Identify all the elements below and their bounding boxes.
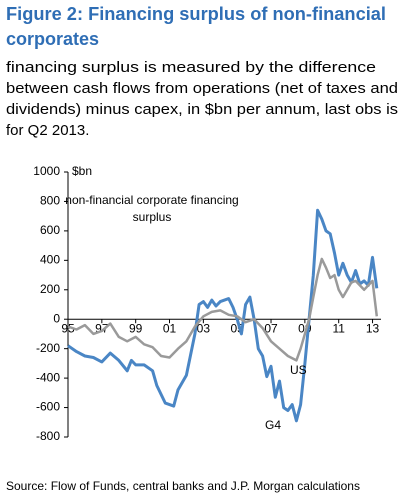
annotation: non-financial corporate financing [65,193,238,207]
y-tick-label: 400 [40,253,60,267]
y-tick-label: 200 [40,282,60,296]
series-label: G4 [265,418,281,432]
series-line [67,257,379,362]
x-tick-label: 01 [163,321,177,335]
y-tick-label: 0 [53,311,60,325]
x-tick-label: 99 [129,321,143,335]
subtitle: for Q2 2013. [6,122,89,139]
y-tick-label: -800 [36,429,60,443]
annotation: surplus [133,210,172,224]
y-tick-label: -400 [36,370,60,384]
x-tick-label: 07 [264,321,278,335]
y-tick-label: -600 [36,400,60,414]
y-unit: $bn [72,164,92,178]
y-tick-label: 600 [40,223,60,237]
x-tick-label: 95 [61,321,75,335]
subtitle: between cash flows from operations (net … [6,80,398,97]
y-tick-label: 800 [40,194,60,208]
y-tick-label: 1000 [33,164,60,178]
y-tick-label: -200 [36,341,60,355]
x-tick-label: 13 [366,321,380,335]
subtitle: financing surplus is measured by the dif… [6,59,376,76]
source: Source: Flow of Funds, central banks and… [6,479,360,493]
x-tick-label: 03 [197,321,211,335]
x-tick-label: 11 [332,321,345,335]
chart-title: corporates [6,29,99,49]
series-label: US [290,363,307,377]
subtitle: dividends) minus capex, in $bn per annum… [6,101,398,118]
series-line [67,208,379,423]
chart-title: Figure 2: Financing surplus of non-finan… [6,4,386,24]
